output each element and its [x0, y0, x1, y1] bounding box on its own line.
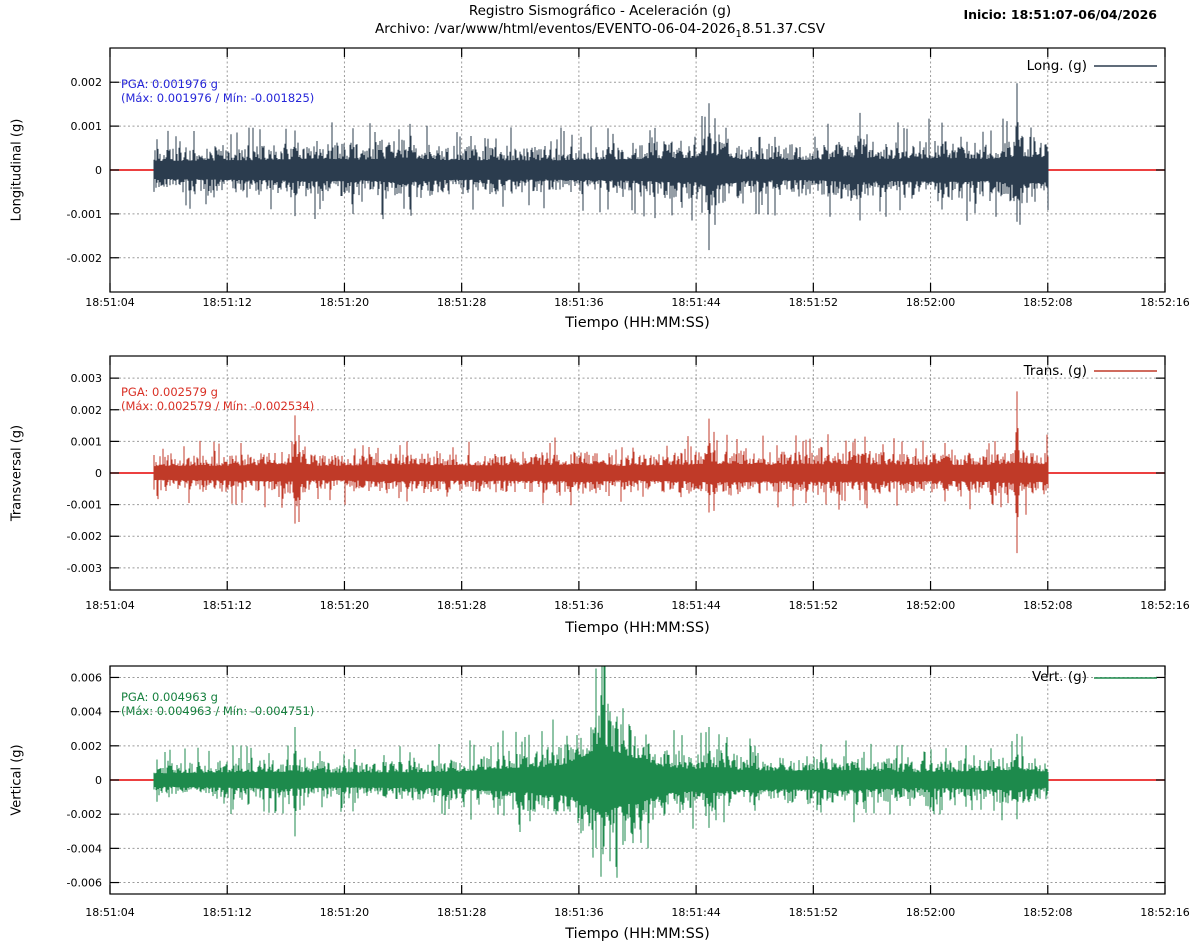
- y-tick-label: -0.002: [67, 252, 102, 265]
- file-path-suffix: 8.51.37.CSV: [741, 21, 825, 37]
- y-tick-label: -0.004: [67, 842, 102, 855]
- y-tick-label: 0.006: [71, 671, 103, 684]
- legend-label-vertical: Vert. (g): [1031, 669, 1087, 685]
- x-tick-label: 18:51:36: [554, 599, 603, 612]
- x-tick-label: 18:52:00: [906, 906, 955, 919]
- y-tick-label: 0.001: [71, 120, 103, 133]
- start-timestamp-label: Inicio: 18:51:07-06/04/2026: [963, 7, 1157, 22]
- y-tick-label: 0.002: [71, 740, 103, 753]
- x-tick-label: 18:51:12: [203, 906, 252, 919]
- x-tick-label: 18:51:28: [437, 599, 486, 612]
- x-tick-label: 18:51:20: [320, 599, 369, 612]
- y-tick-label: -0.006: [67, 877, 102, 890]
- pga-value-line: PGA: 0.004963 g: [121, 690, 218, 704]
- x-tick-label: 18:51:52: [789, 599, 838, 612]
- x-tick-label: 18:51:12: [203, 296, 252, 309]
- file-path-subscript: 1: [735, 29, 742, 40]
- x-axis-title: Tiempo (HH:MM:SS): [565, 926, 710, 942]
- pga-annotation-transversal: PGA: 0.002579 g (Máx: 0.002579 / Mín: -0…: [121, 385, 314, 413]
- panel-longitudinal: 0.002 0.001 0 -0.001 -0.002 18:51:04 18:51:12 1…: [67, 47, 1190, 309]
- x-tick-label: 18:51:44: [671, 296, 720, 309]
- x-tick-label: 18:51:36: [554, 906, 603, 919]
- y-axis-title-vertical: Vertical (g): [9, 744, 25, 816]
- y-tick-label: 0.002: [71, 404, 103, 417]
- x-tick-label: 18:51:28: [437, 906, 486, 919]
- y-tick-label: 0.004: [71, 706, 103, 719]
- x-tick-label: 18:51:20: [320, 906, 369, 919]
- x-tick-label: 18:51:36: [554, 296, 603, 309]
- maxmin-line: (Máx: 0.002579 / Mín: -0.002534): [121, 399, 315, 413]
- y-tick-label: -0.003: [67, 562, 102, 575]
- file-subtitle: Archivo: /var/www/html/eventos/EVENTO-06…: [0, 21, 1200, 40]
- x-tick-label: 18:51:52: [789, 906, 838, 919]
- y-tick-label: -0.001: [67, 499, 102, 512]
- x-axis-title: Tiempo (HH:MM:SS): [565, 620, 710, 636]
- x-tick-label: 18:52:08: [1023, 599, 1072, 612]
- x-tick-label: 18:51:04: [85, 906, 134, 919]
- x-tick-label: 18:52:16: [1140, 599, 1189, 612]
- y-axis-title-transversal: Transversal (g): [9, 424, 25, 522]
- y-tick-label: 0: [95, 774, 102, 787]
- y-tick-label: -0.001: [67, 208, 102, 221]
- pga-annotation-vertical: PGA: 0.004963 g (Máx: 0.004963 / Mín: -0…: [121, 690, 314, 718]
- panel-transversal: 0.003 0.002 0.001 0 -0.001 -0.002 -0.003 18:51:…: [67, 355, 1190, 612]
- y-axis-title-longitudinal: Longitudinal (g): [9, 118, 25, 222]
- page-title: Registro Sismográfico - Aceleración (g): [468, 3, 732, 19]
- panel-vertical: 0.006 0.004 0.002 0 -0.002 -0.004 -0.006 18:51:…: [67, 665, 1190, 919]
- x-tick-label: 18:52:00: [906, 599, 955, 612]
- x-tick-label: 18:51:20: [320, 296, 369, 309]
- y-tick-label: 0.003: [71, 372, 103, 385]
- x-tick-label: 18:52:00: [906, 296, 955, 309]
- x-tick-label: 18:51:04: [85, 599, 134, 612]
- x-tick-label: 18:52:16: [1140, 906, 1189, 919]
- pga-value-line: PGA: 0.002579 g: [121, 385, 218, 399]
- x-tick-label: 18:52:08: [1023, 906, 1072, 919]
- y-tick-label: -0.002: [67, 808, 102, 821]
- x-tick-label: 18:51:28: [437, 296, 486, 309]
- pga-value-line: PGA: 0.001976 g: [121, 77, 218, 91]
- waveform-vertical: [153, 666, 1049, 878]
- x-tick-label: 18:51:52: [789, 296, 838, 309]
- maxmin-line: (Máx: 0.001976 / Mín: -0.001825): [121, 91, 315, 105]
- x-tick-label: 18:51:12: [203, 599, 252, 612]
- maxmin-line: (Máx: 0.004963 / Mín: -0.004751): [121, 704, 315, 718]
- y-tick-label: -0.002: [67, 530, 102, 543]
- waveform-transversal: [153, 391, 1049, 554]
- x-tick-label: 18:51:04: [85, 296, 134, 309]
- y-tick-label: 0: [95, 164, 102, 177]
- legend-label-longitudinal: Long. (g): [1026, 58, 1087, 74]
- x-tick-label: 18:52:16: [1140, 296, 1189, 309]
- x-tick-label: 18:51:44: [671, 599, 720, 612]
- y-tick-label: 0.001: [71, 435, 103, 448]
- x-tick-label: 18:52:08: [1023, 296, 1072, 309]
- waveform-longitudinal: [153, 83, 1049, 251]
- x-axis-title: Tiempo (HH:MM:SS): [565, 315, 710, 331]
- legend-label-transversal: Trans. (g): [1023, 363, 1087, 379]
- file-path-prefix: Archivo: /var/www/html/eventos/EVENTO-06…: [375, 21, 736, 37]
- pga-annotation-longitudinal: PGA: 0.001976 g (Máx: 0.001976 / Mín: -0…: [121, 77, 314, 105]
- y-tick-label: 0.002: [71, 76, 103, 89]
- y-tick-label: 0: [95, 467, 102, 480]
- x-tick-label: 18:51:44: [671, 906, 720, 919]
